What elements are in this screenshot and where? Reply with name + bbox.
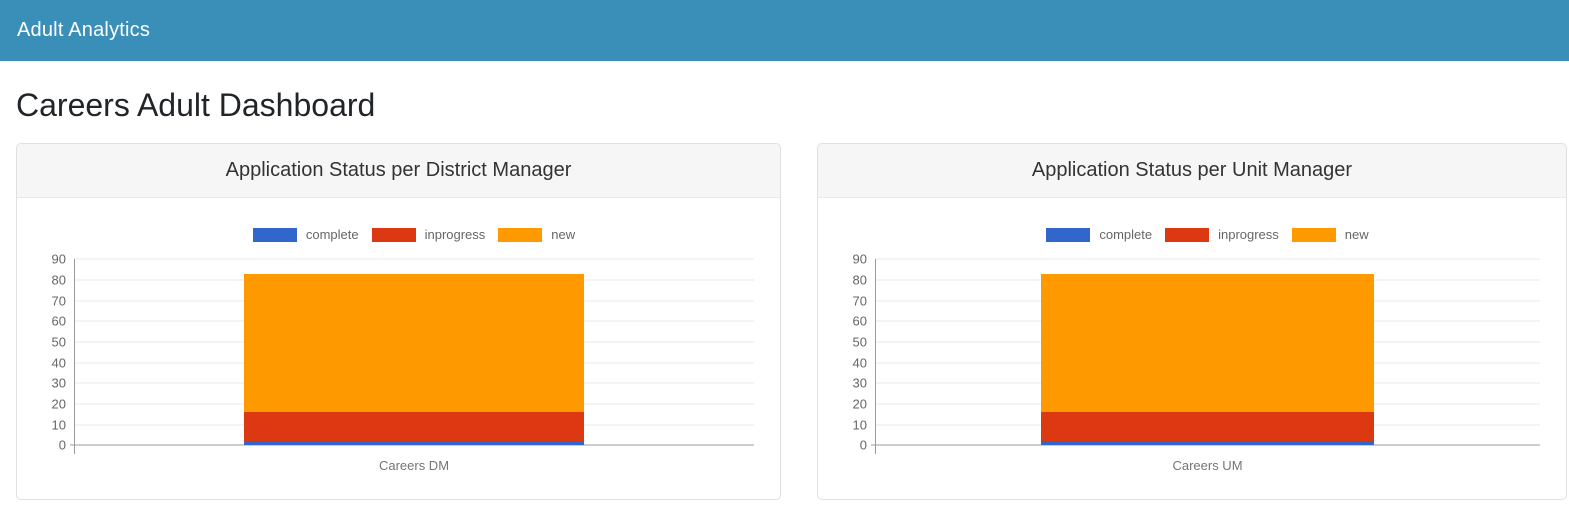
bar-segment-new[interactable] [1041, 273, 1374, 413]
legend-swatch-new [1291, 227, 1336, 242]
gridline-90 [74, 258, 754, 260]
legend-item-new: new [1291, 227, 1369, 243]
stacked-bar[interactable] [244, 259, 584, 446]
legend-label-new: new [1344, 227, 1369, 243]
legend-label-inprogress: inprogress [1218, 227, 1279, 243]
legend-swatch-new [498, 227, 543, 242]
legend-label-complete: complete [1099, 227, 1153, 243]
bar-segment-complete[interactable] [1041, 441, 1374, 446]
y-tick-label-70: 70 [852, 293, 867, 309]
y-tick-label-70: 70 [51, 293, 66, 309]
chart-title-district-manager: Application Status per District Manager [225, 159, 572, 182]
y-axis-line [875, 259, 876, 455]
legend-swatch-complete [1046, 227, 1091, 242]
y-tick-label-10: 10 [51, 417, 66, 433]
legend-swatch-complete [252, 227, 297, 242]
y-tick-label-90: 90 [852, 251, 867, 267]
x-category-label: Careers UM [1172, 458, 1243, 474]
bar-segment-inprogress[interactable] [1041, 412, 1374, 442]
stacked-bar-chart-district-manager: complete inprogress new 0 10 20 30 40 50 60 70 80 90… [17, 198, 780, 499]
chart-card-body: complete inprogress new 0 10 20 30 40 50 60 70 80 90… [17, 198, 780, 499]
chart-card-header: Application Status per Unit Manager [818, 144, 1566, 199]
app-title: Adult Analytics [17, 19, 151, 41]
legend-swatch-inprogress [1165, 227, 1210, 242]
chart-legend: complete inprogress new [74, 227, 754, 242]
y-tick-label-0: 0 [58, 437, 66, 453]
gridline-0 [871, 444, 1540, 446]
y-tick-label-60: 60 [51, 313, 66, 329]
gridline-90 [875, 258, 1540, 260]
legend-label-new: new [551, 227, 576, 243]
y-axis-line [74, 259, 75, 455]
y-tick-label-20: 20 [852, 396, 867, 412]
bar-segment-inprogress[interactable] [244, 412, 584, 442]
stacked-bar-chart-unit-manager: complete inprogress new 0 10 20 30 40 50 60 70 80 90… [818, 198, 1566, 499]
legend-label-complete: complete [305, 227, 359, 243]
bar-segment-complete[interactable] [244, 441, 584, 446]
bar-segment-new[interactable] [244, 273, 584, 413]
y-tick-label-40: 40 [852, 355, 867, 371]
legend-item-inprogress: inprogress [371, 227, 486, 243]
main-content: Careers Adult Dashboard Application Stat… [0, 86, 1569, 501]
gridline-0 [70, 444, 754, 446]
legend-label-inprogress: inprogress [424, 227, 486, 243]
plot-area: 0 10 20 30 40 50 60 70 80 90 [853, 253, 1540, 455]
x-category-label: Careers DM [378, 458, 450, 474]
charts-row: Application Status per District Manager … [16, 143, 1567, 501]
legend-item-complete: complete [1046, 227, 1152, 242]
page-title: Careers Adult Dashboard [16, 87, 376, 123]
chart-card-header: Application Status per District Manager [17, 144, 780, 199]
chart-title-unit-manager: Application Status per Unit Manager [1031, 159, 1353, 182]
legend-swatch-inprogress [371, 227, 416, 242]
y-tick-label-50: 50 [51, 334, 66, 350]
y-tick-label-20: 20 [51, 396, 66, 412]
chart-card-district-manager: Application Status per District Manager … [16, 143, 781, 501]
stacked-bar[interactable] [1041, 259, 1374, 446]
chart-card-unit-manager: Application Status per Unit Manager comp… [817, 143, 1567, 501]
y-tick-label-40: 40 [51, 355, 66, 371]
legend-item-inprogress: inprogress [1165, 227, 1279, 242]
y-tick-label-50: 50 [852, 334, 867, 350]
y-tick-label-90: 90 [51, 251, 66, 267]
app-header: Adult Analytics [0, 0, 1569, 61]
y-tick-label-30: 30 [852, 375, 867, 391]
y-tick-label-10: 10 [852, 417, 867, 433]
y-tick-label-60: 60 [852, 313, 867, 329]
y-tick-label-80: 80 [852, 272, 867, 288]
y-tick-label-30: 30 [51, 375, 66, 391]
legend-item-complete: complete [252, 227, 359, 243]
plot-area: 0 10 20 30 40 50 60 70 80 90 [52, 253, 754, 455]
chart-legend: complete inprogress new [875, 227, 1540, 242]
y-tick-label-0: 0 [859, 437, 867, 453]
y-tick-label-80: 80 [51, 272, 66, 288]
chart-card-body: complete inprogress new 0 10 20 30 40 50 60 70 80 90… [818, 198, 1566, 499]
legend-item-new: new [498, 227, 575, 242]
